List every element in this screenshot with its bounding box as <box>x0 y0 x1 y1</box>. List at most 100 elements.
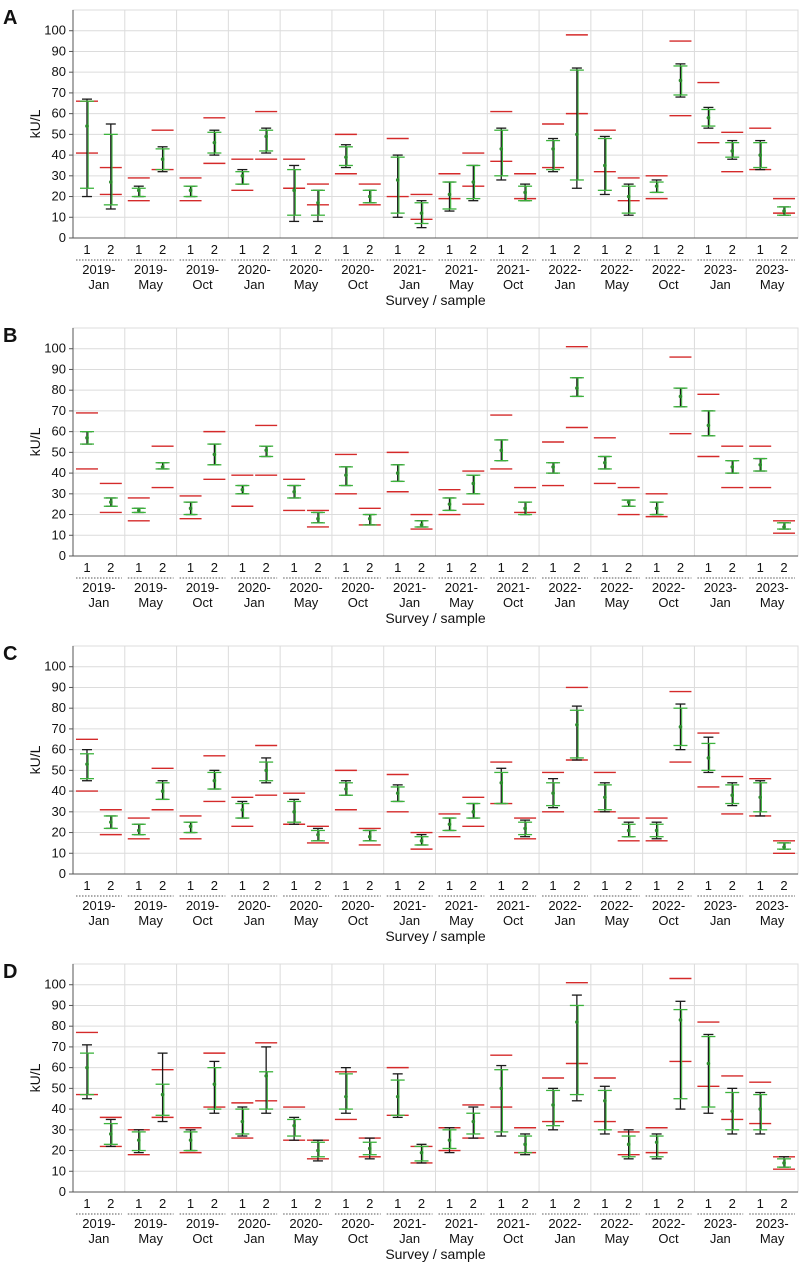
survey-label-year-9: 2022- <box>548 262 581 277</box>
sample-label-20: 1 <box>601 242 608 257</box>
sample-label-0: 1 <box>83 242 90 257</box>
survey-label-year-12: 2023- <box>704 1216 737 1231</box>
survey-label-year-8: 2021- <box>497 898 530 913</box>
sample-label-10: 1 <box>342 242 349 257</box>
survey-label-year-3: 2020- <box>238 898 271 913</box>
survey-label-year-3: 2020- <box>238 1216 271 1231</box>
sample-label-7: 2 <box>263 242 270 257</box>
sample-label-18: 1 <box>549 560 556 575</box>
y-tick-label-60: 60 <box>52 424 66 439</box>
panel-label: C <box>3 643 17 665</box>
x-axis-label: Survey / sample <box>385 1246 486 1262</box>
sample-label-12: 1 <box>394 878 401 893</box>
sample-label-11: 2 <box>366 242 373 257</box>
sample-label-1: 2 <box>107 878 114 893</box>
sample-label-25: 2 <box>729 242 736 257</box>
sample-label-5: 2 <box>211 560 218 575</box>
survey-label-year-1: 2019- <box>134 898 167 913</box>
survey-label-year-2: 2019- <box>186 262 219 277</box>
mean-dot-4 <box>188 824 193 829</box>
mean-dot-12 <box>395 178 400 182</box>
y-axis-label: kU/L <box>27 427 43 456</box>
y-tick-label-60: 60 <box>52 1060 66 1075</box>
mean-dot-23 <box>678 725 683 729</box>
sample-label-8: 1 <box>291 242 298 257</box>
survey-label-year-2: 2019- <box>186 580 219 595</box>
sample-label-7: 2 <box>263 878 270 893</box>
survey-label-month-5: Oct <box>348 913 369 928</box>
mean-dot-13 <box>419 839 424 843</box>
mean-dot-11 <box>367 194 372 199</box>
survey-label-year-11: 2022- <box>652 262 685 277</box>
sample-label-17: 2 <box>521 242 528 257</box>
survey-label-month-10: May <box>604 595 629 610</box>
mean-dot-17 <box>523 826 527 831</box>
survey-label-year-0: 2019- <box>82 1216 115 1231</box>
mean-dot-16 <box>499 1086 504 1091</box>
survey-label-year-3: 2020- <box>238 262 271 277</box>
survey-label-month-3: Jan <box>244 595 265 610</box>
survey-label-year-4: 2020- <box>289 898 322 913</box>
y-tick-label-80: 80 <box>52 382 66 397</box>
mean-dot-23 <box>678 1018 683 1022</box>
sample-label-11: 2 <box>366 878 373 893</box>
y-tick-label-0: 0 <box>59 866 66 881</box>
chart-d: 0 10 20 30 40 50 60 70 80 90 100 DkU/L 1 2 1 2 1 2 1 2 1 2 1 2 1… <box>3 961 799 1262</box>
sample-label-22: 1 <box>653 878 660 893</box>
mean-dot-10 <box>344 473 348 477</box>
survey-label-month-1: May <box>138 595 163 610</box>
sample-label-8: 1 <box>291 878 298 893</box>
survey-label-year-1: 2019- <box>134 262 167 277</box>
sample-label-4: 1 <box>187 1196 194 1211</box>
sample-label-4: 1 <box>187 242 194 257</box>
sample-label-10: 1 <box>342 560 349 575</box>
y-tick-label-60: 60 <box>52 742 66 757</box>
y-tick-label-60: 60 <box>52 106 66 121</box>
survey-label-month-1: May <box>138 1231 163 1246</box>
survey-label-year-5: 2020- <box>341 1216 374 1231</box>
mean-dot-4 <box>188 1138 193 1142</box>
y-tick-label-0: 0 <box>59 548 66 563</box>
sample-label-19: 2 <box>573 560 580 575</box>
sample-label-3: 2 <box>159 560 166 575</box>
mean-dot-14 <box>447 192 452 197</box>
mean-dot-13 <box>419 1150 424 1155</box>
sample-label-13: 2 <box>418 242 425 257</box>
y-tick-label-40: 40 <box>52 783 66 798</box>
sample-label-23: 2 <box>677 560 684 575</box>
sample-label-9: 2 <box>314 878 321 893</box>
survey-label-month-7: May <box>449 913 474 928</box>
y-tick-label-30: 30 <box>52 486 66 501</box>
mean-dot-5 <box>212 1082 217 1087</box>
y-tick-label-90: 90 <box>52 361 66 376</box>
survey-label-month-12: Jan <box>710 913 731 928</box>
survey-label-year-10: 2022- <box>600 262 633 277</box>
mean-dot-6 <box>240 487 245 492</box>
sample-label-12: 1 <box>394 560 401 575</box>
survey-label-month-5: Oct <box>348 277 369 292</box>
y-tick-label-100: 100 <box>44 977 66 992</box>
survey-label-month-3: Jan <box>244 913 265 928</box>
sample-label-10: 1 <box>342 878 349 893</box>
sample-label-9: 2 <box>314 560 321 575</box>
sample-label-0: 1 <box>83 560 90 575</box>
sample-label-5: 2 <box>211 878 218 893</box>
sample-label-16: 1 <box>498 242 505 257</box>
sample-label-14: 1 <box>446 878 453 893</box>
survey-label-month-4: May <box>294 277 319 292</box>
mean-dot-19 <box>575 722 579 727</box>
mean-dot-16 <box>499 448 504 453</box>
y-tick-label-10: 10 <box>52 845 66 860</box>
sample-label-24: 1 <box>705 560 712 575</box>
sample-label-20: 1 <box>601 878 608 893</box>
survey-label-month-8: Oct <box>503 1231 524 1246</box>
mean-dot-22 <box>654 1140 659 1145</box>
mean-dot-22 <box>654 506 659 511</box>
mean-dot-3 <box>160 789 165 793</box>
survey-label-month-6: Jan <box>399 1231 420 1246</box>
mean-dot-24 <box>706 115 711 120</box>
mean-dot-17 <box>523 506 527 511</box>
mean-dot-5 <box>212 452 217 457</box>
survey-label-year-6: 2021- <box>393 580 426 595</box>
